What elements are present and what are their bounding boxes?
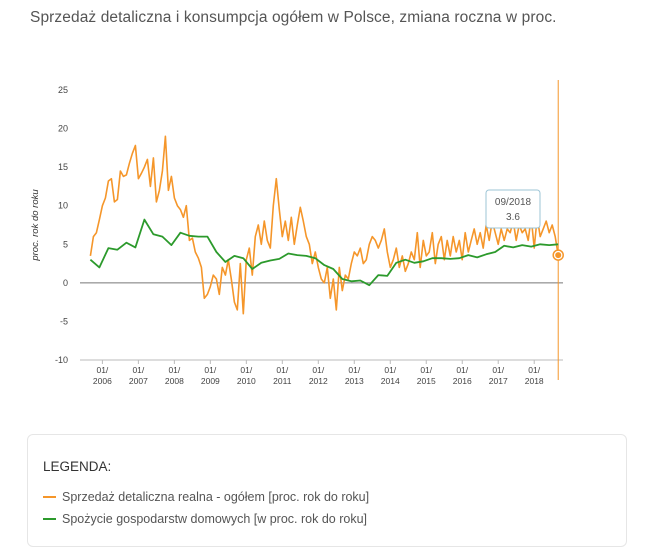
legend-swatch-household-consumption	[43, 518, 56, 520]
series-line-household-consumption[interactable]	[89, 218, 559, 287]
x-tick-label-month: 01/	[456, 365, 468, 375]
tooltip-date: 09/2018	[495, 197, 532, 208]
x-tick-label-month: 01/	[420, 365, 432, 375]
y-axis-label: proc. rok do roku	[30, 189, 41, 262]
y-tick-label: 10	[58, 201, 68, 211]
x-tick-label-month: 01/	[312, 365, 324, 375]
x-tick-label-year: 2013	[345, 376, 364, 386]
x-tick-label-year: 2012	[309, 376, 328, 386]
x-tick-label-month: 01/	[132, 365, 144, 375]
x-tick-label-year: 2014	[381, 376, 400, 386]
chart: -10-5051015202501/200601/200701/200801/2…	[30, 80, 564, 386]
y-tick-label: 20	[58, 124, 68, 134]
x-tick-label-year: 2017	[489, 376, 508, 386]
legend-item-household-consumption[interactable]: Spożycie gospodarstw domowych [w proc. r…	[43, 512, 367, 526]
x-tick-label-month: 01/	[276, 365, 288, 375]
x-tick-label-year: 2016	[453, 376, 472, 386]
x-tick-label-month: 01/	[492, 365, 504, 375]
y-tick-label: 0	[63, 278, 68, 288]
x-tick-label-year: 2018	[525, 376, 544, 386]
x-tick-label-year: 2006	[93, 376, 112, 386]
x-tick-label-month: 01/	[204, 365, 216, 375]
y-tick-label: -5	[60, 316, 68, 326]
series-line-retail-sales[interactable]	[89, 135, 559, 315]
x-tick-label-year: 2011	[273, 376, 292, 386]
x-tick-label-year: 2015	[417, 376, 436, 386]
y-tick-label: -10	[55, 355, 68, 365]
x-tick-label-month: 01/	[240, 365, 252, 375]
x-tick-label-month: 01/	[168, 365, 180, 375]
x-tick-label-year: 2009	[201, 376, 220, 386]
x-tick-label-month: 01/	[528, 365, 540, 375]
x-tick-label-year: 2008	[165, 376, 184, 386]
tooltip-value: 3.6	[506, 212, 520, 223]
hover-marker-dot	[555, 252, 562, 259]
x-tick-label-year: 2007	[129, 376, 148, 386]
page-title: Sprzedaż detaliczna i konsumpcja ogółem …	[30, 9, 557, 26]
x-tick-label-month: 01/	[96, 365, 108, 375]
legend-swatch-retail-sales	[43, 496, 56, 498]
legend-label-retail-sales: Sprzedaż detaliczna realna - ogółem [pro…	[62, 490, 370, 504]
x-tick-label-year: 2010	[237, 376, 256, 386]
y-tick-label: 25	[58, 85, 68, 95]
x-tick-label-month: 01/	[348, 365, 360, 375]
y-tick-label: 5	[63, 239, 68, 249]
legend-title: LEGENDA:	[43, 459, 112, 474]
tooltip-box	[485, 189, 541, 229]
y-tick-label: 15	[58, 162, 68, 172]
legend-label-household-consumption: Spożycie gospodarstw domowych [w proc. r…	[62, 512, 367, 526]
x-tick-label-month: 01/	[384, 365, 396, 375]
legend-item-retail-sales[interactable]: Sprzedaż detaliczna realna - ogółem [pro…	[43, 490, 369, 504]
legend: LEGENDA: Sprzedaż detaliczna realna - og…	[27, 434, 627, 547]
